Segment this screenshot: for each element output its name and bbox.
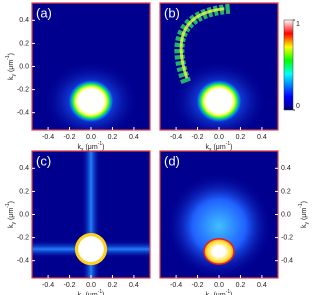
- axis-label-part: -1: [298, 203, 304, 208]
- x-tick-label: 0.2: [236, 134, 246, 141]
- axis-label: ky (μm-1): [5, 201, 17, 228]
- x-tick-label: -0.4: [170, 282, 182, 289]
- axis-label: kx (μm-1): [206, 289, 233, 295]
- axis-label-part: (μm: [301, 208, 308, 222]
- axis-label-part: (μm: [212, 292, 226, 295]
- panel-label: (b): [164, 5, 180, 20]
- axis-label-part: ): [8, 53, 15, 55]
- figure: (a)-0.4 -0.2 0.0 0.2 0.4kx (μm-1)-0.4-0.20.0…: [5, 2, 310, 295]
- axis-label-part: -1: [226, 289, 231, 295]
- panel-label: (d): [164, 153, 180, 168]
- x-tick-label: -0.4: [42, 134, 54, 141]
- axis-label-part: -1: [98, 141, 103, 147]
- axis-label: kx (μm-1): [78, 141, 105, 153]
- axis-label-part: (μm: [84, 292, 98, 295]
- x-tick-label: -0.4: [170, 134, 182, 141]
- heatmap: [32, 3, 150, 130]
- colorbar-tick-label: 1: [296, 21, 300, 28]
- y-tick-label: 0.2: [19, 188, 29, 195]
- y-tick-label: 0.4: [281, 165, 291, 172]
- heatmap: [32, 151, 150, 278]
- axis-label-part: y: [11, 221, 17, 224]
- axis-label-part: (μm: [8, 60, 15, 74]
- y-tick-label: 0.4: [19, 17, 29, 24]
- x-tick-label: -0.2: [192, 134, 204, 141]
- x-tick-label: 0.2: [108, 282, 118, 289]
- x-tick-label: 0.2: [108, 134, 118, 141]
- panel-label: (a): [36, 5, 52, 20]
- peak: [78, 236, 104, 263]
- panel-label: (c): [36, 153, 51, 168]
- x-tick-label: 0.0: [86, 134, 96, 141]
- y-tick-label: -0.4: [17, 258, 29, 265]
- axis-label-part: y: [304, 221, 310, 224]
- axis-label-part: ): [102, 292, 104, 295]
- y-tick-label: 0.4: [19, 165, 29, 172]
- y-tick-label: -0.2: [281, 234, 293, 241]
- axis-label-part: y: [11, 73, 17, 76]
- axis-label-part: (μm: [8, 208, 15, 222]
- peak: [203, 237, 235, 265]
- x-tick-label: -0.2: [64, 282, 76, 289]
- arc-core: [179, 7, 225, 79]
- axis-label-part: ): [230, 144, 232, 151]
- x-tick-label: -0.2: [64, 134, 76, 141]
- axis-label-part: k: [301, 224, 308, 228]
- y-tick-label: 0.0: [19, 211, 29, 218]
- axis-label-part: -1: [5, 55, 11, 60]
- axis-label-part: k: [8, 224, 15, 228]
- axis-label-part: ): [8, 201, 15, 203]
- y-tick-label: -0.2: [17, 86, 29, 93]
- x-tick-label: 0.4: [129, 282, 139, 289]
- axis-label-part: -1: [226, 141, 231, 147]
- axis-label-part: k: [78, 144, 82, 151]
- axis-label: ky (μm-1): [5, 53, 17, 80]
- axis-label: kx (μm-1): [206, 141, 233, 153]
- axis-label-part: x: [209, 147, 212, 153]
- ring-glow: [165, 172, 273, 278]
- peak: [67, 79, 115, 124]
- axis-label-part: ): [301, 201, 308, 203]
- axis-label-part: x: [81, 147, 84, 153]
- axis-label-part: -1: [98, 289, 103, 295]
- x-tick-label: 0.4: [257, 282, 267, 289]
- x-tick-label: 0.2: [236, 282, 246, 289]
- heatmap: [160, 3, 278, 130]
- axis-label-part: k: [206, 292, 210, 295]
- y-tick-label: 0.2: [19, 40, 29, 47]
- x-tick-label: 0.0: [214, 134, 224, 141]
- x-tick-label: 0.4: [129, 134, 139, 141]
- y-tick-label: 0.0: [281, 211, 291, 218]
- heatmap: [160, 151, 278, 278]
- x-tick-label: 0.0: [214, 282, 224, 289]
- axis-label-part: (μm: [212, 144, 226, 151]
- colorbar-tick-label: 0: [296, 103, 300, 110]
- peak: [195, 79, 243, 124]
- axis-label-part: (μm: [84, 144, 98, 151]
- y-tick-label: -0.2: [17, 234, 29, 241]
- x-tick-label: -0.4: [42, 282, 54, 289]
- axis-label-part: k: [8, 76, 15, 80]
- axis-label-part: ): [230, 292, 232, 295]
- axis-label: ky (μm-1): [298, 201, 310, 228]
- axis-label-part: k: [206, 144, 210, 151]
- y-tick-label: 0.2: [281, 188, 291, 195]
- x-tick-label: -0.2: [192, 282, 204, 289]
- colorbar: [283, 19, 294, 111]
- axis-label-part: k: [78, 292, 82, 295]
- y-tick-label: 0.0: [19, 63, 29, 70]
- y-tick-label: -0.4: [17, 110, 29, 117]
- axis-label: kx (μm-1): [78, 289, 105, 295]
- x-tick-label: 0.4: [257, 134, 267, 141]
- axis-label-part: -1: [5, 203, 11, 208]
- y-tick-label: -0.4: [281, 258, 293, 265]
- x-tick-label: 0.0: [86, 282, 96, 289]
- axis-label-part: ): [102, 144, 104, 151]
